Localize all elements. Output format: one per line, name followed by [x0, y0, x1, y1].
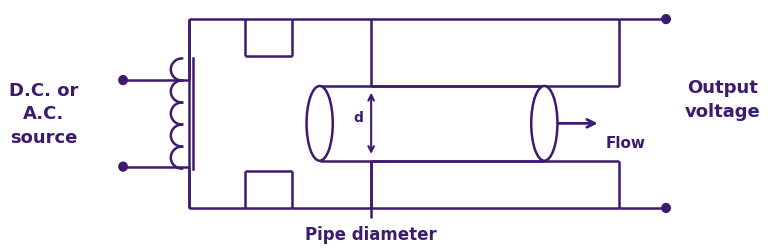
Text: Output
voltage: Output voltage	[685, 79, 760, 121]
Ellipse shape	[531, 86, 558, 161]
Circle shape	[662, 15, 670, 24]
Text: D.C. or
A.C.
source: D.C. or A.C. source	[9, 82, 78, 147]
Ellipse shape	[306, 86, 333, 161]
Text: Flow: Flow	[605, 135, 645, 151]
Text: d: d	[354, 111, 364, 125]
Circle shape	[119, 162, 127, 171]
Text: Pipe diameter: Pipe diameter	[305, 226, 437, 245]
Circle shape	[119, 76, 127, 85]
Circle shape	[662, 204, 670, 212]
